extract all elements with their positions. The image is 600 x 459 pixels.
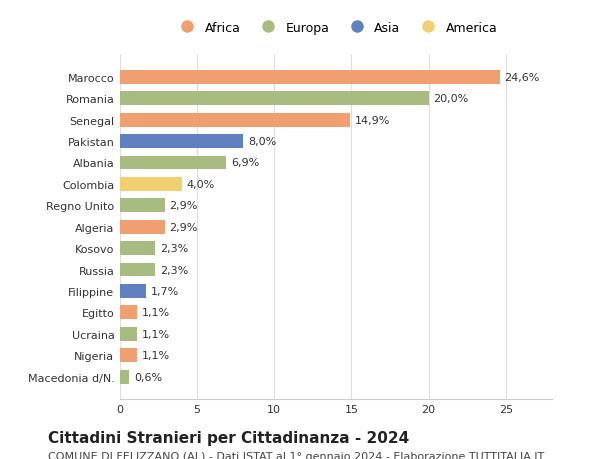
Text: 1,7%: 1,7% <box>151 286 179 296</box>
Bar <box>120 199 165 213</box>
Text: 24,6%: 24,6% <box>504 73 539 83</box>
Bar <box>120 327 137 341</box>
Text: 0,6%: 0,6% <box>134 372 162 382</box>
Text: 1,1%: 1,1% <box>142 329 170 339</box>
Bar <box>120 156 226 170</box>
Text: 20,0%: 20,0% <box>433 94 469 104</box>
Bar <box>120 220 165 234</box>
Bar <box>120 178 182 191</box>
Text: 4,0%: 4,0% <box>187 179 215 190</box>
Bar <box>120 284 146 298</box>
Bar <box>120 306 137 319</box>
Text: 2,3%: 2,3% <box>160 244 188 253</box>
Text: 1,1%: 1,1% <box>142 350 170 360</box>
Text: COMUNE DI FELIZZANO (AL) - Dati ISTAT al 1° gennaio 2024 - Elaborazione TUTTITAL: COMUNE DI FELIZZANO (AL) - Dati ISTAT al… <box>48 451 544 459</box>
Text: 2,9%: 2,9% <box>169 201 198 211</box>
Bar <box>120 348 137 362</box>
Bar <box>120 263 155 277</box>
Text: 2,3%: 2,3% <box>160 265 188 275</box>
Bar <box>120 241 155 256</box>
Text: 8,0%: 8,0% <box>248 137 277 147</box>
Text: 6,9%: 6,9% <box>231 158 259 168</box>
Text: Cittadini Stranieri per Cittadinanza - 2024: Cittadini Stranieri per Cittadinanza - 2… <box>48 430 409 445</box>
Bar <box>120 113 350 127</box>
Text: 14,9%: 14,9% <box>355 115 390 125</box>
Text: 2,9%: 2,9% <box>169 222 198 232</box>
Bar <box>120 135 244 149</box>
Text: 1,1%: 1,1% <box>142 308 170 318</box>
Bar <box>120 370 129 384</box>
Bar <box>120 71 500 84</box>
Bar <box>120 92 428 106</box>
Legend: Africa, Europa, Asia, America: Africa, Europa, Asia, America <box>170 17 502 39</box>
